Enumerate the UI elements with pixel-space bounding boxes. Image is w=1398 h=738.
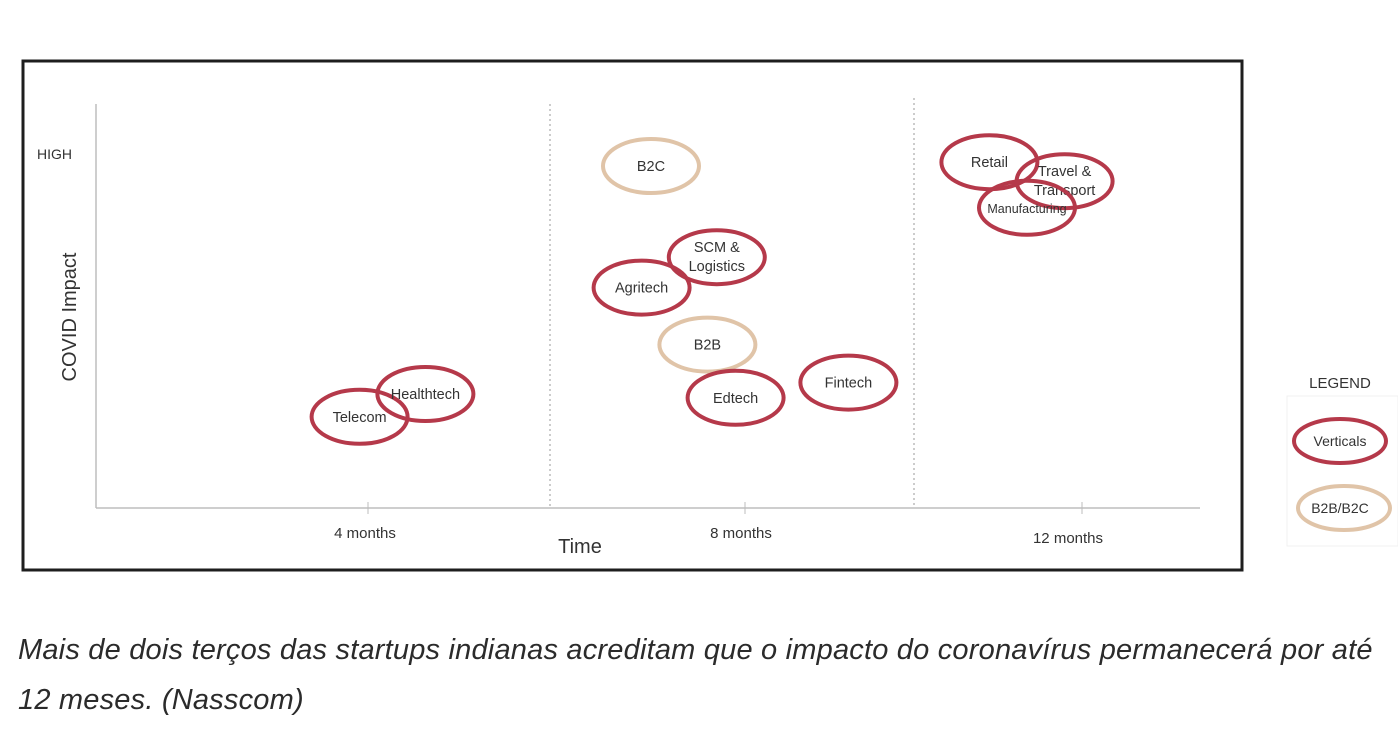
bubble-label: Edtech xyxy=(713,391,758,407)
bubble-outline xyxy=(309,387,410,446)
x-tick-label: 12 months xyxy=(1033,530,1103,547)
bubble-label: SCM & xyxy=(694,240,740,256)
legend-label-verticals: Verticals xyxy=(1314,433,1367,449)
bubble-label: Fintech xyxy=(825,376,873,392)
legend-label-b2b-b2c: B2B/B2C xyxy=(1311,500,1369,516)
bubble-label: Logistics xyxy=(689,259,745,275)
bubble-label: Manufacturing xyxy=(987,202,1066,216)
bubble-edtech: Edtech xyxy=(685,368,786,427)
bubble-label: Agritech xyxy=(615,281,668,297)
bubble-label: Telecom xyxy=(333,410,387,426)
bubble-b2b: B2B xyxy=(657,315,758,374)
x-tick-label: 4 months xyxy=(334,525,396,542)
legend-title: LEGEND xyxy=(1309,375,1371,392)
bubble-manufacturing: Manufacturing xyxy=(977,178,1077,237)
bubble-healthtech: Healthtech xyxy=(375,365,476,423)
bubble-outline xyxy=(591,258,692,317)
legend-marker-verticals xyxy=(1292,417,1388,465)
bubble-outline xyxy=(798,353,899,412)
bubble-outline xyxy=(375,365,476,423)
figure-caption: Mais de dois terços das startups indiana… xyxy=(18,634,1373,716)
bubble-fintech: Fintech xyxy=(798,353,899,412)
y-tick-label: HIGH xyxy=(37,146,72,162)
bubble-outline xyxy=(601,137,701,195)
bubble-b2c: B2C xyxy=(601,137,701,195)
bubble-label: Travel & xyxy=(1038,164,1092,180)
bubble-label: Healthtech xyxy=(391,387,460,403)
bubble-label: Retail xyxy=(971,155,1008,171)
bubble-outline xyxy=(977,178,1077,237)
chart: 4 months 8 months 12 months HIGH Time CO… xyxy=(21,59,1398,572)
bubble-telecom: Telecom xyxy=(309,387,410,446)
bubble-label: B2C xyxy=(637,159,665,175)
y-axis-title: COVID Impact xyxy=(59,252,81,381)
bubble-agritech: Agritech xyxy=(591,258,692,317)
bubble-outline xyxy=(657,315,758,374)
x-axis-title: Time xyxy=(558,536,602,558)
bubble-label: B2B xyxy=(694,338,721,354)
bubble-outline xyxy=(666,228,767,287)
x-tick-label: 8 months xyxy=(710,525,772,542)
bubble-scm-logistics: SCM & Logistics xyxy=(666,228,767,287)
legend-marker-b2b-b2c xyxy=(1296,484,1392,532)
bubble-outline xyxy=(685,368,786,427)
